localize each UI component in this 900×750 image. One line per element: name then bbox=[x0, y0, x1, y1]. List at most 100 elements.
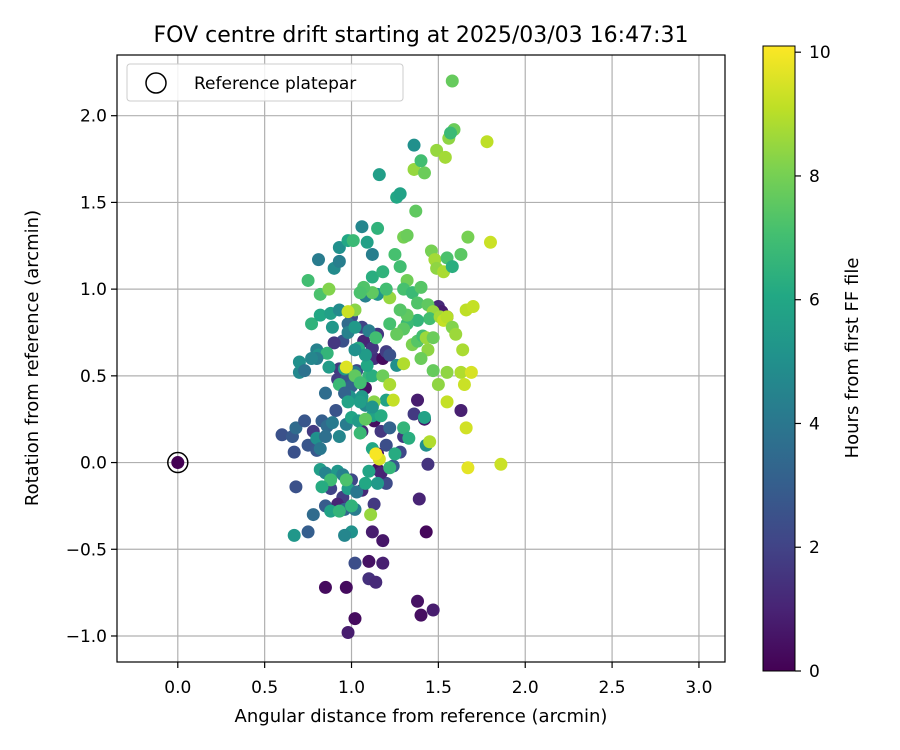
colorbar: 0 2 4 6 8 10 Hours from first FF file bbox=[762, 43, 863, 682]
colorbar-tick-label: 10 bbox=[809, 43, 831, 63]
y-tick-label: 1.5 bbox=[80, 193, 107, 213]
data-point bbox=[325, 320, 339, 334]
data-point bbox=[298, 414, 312, 428]
data-point bbox=[318, 580, 332, 594]
data-point bbox=[417, 166, 431, 180]
data-point bbox=[374, 409, 388, 423]
data-point bbox=[322, 360, 336, 374]
data-point bbox=[287, 445, 301, 459]
colorbar-label: Hours from first FF file bbox=[842, 258, 863, 459]
data-point bbox=[298, 364, 312, 378]
data-point bbox=[365, 525, 379, 539]
data-point bbox=[430, 143, 444, 157]
x-tick-label: 1.0 bbox=[338, 678, 365, 698]
data-point bbox=[339, 473, 353, 487]
chart-title: FOV centre drift starting at 2025/03/03 … bbox=[154, 23, 689, 48]
data-point bbox=[386, 393, 400, 407]
data-point bbox=[358, 348, 372, 362]
data-point bbox=[348, 320, 362, 334]
colorbar-tick-label: 6 bbox=[809, 291, 820, 311]
data-point bbox=[400, 228, 414, 242]
data-point bbox=[306, 508, 320, 522]
data-point bbox=[341, 626, 355, 640]
data-point bbox=[348, 556, 362, 570]
data-point bbox=[414, 608, 428, 622]
data-point bbox=[339, 360, 353, 374]
y-tick-label: −1.0 bbox=[66, 627, 107, 647]
data-point bbox=[426, 331, 440, 345]
data-point bbox=[393, 303, 407, 317]
data-point bbox=[480, 135, 494, 149]
legend-box bbox=[126, 63, 404, 102]
colorbar-tick-label: 0 bbox=[809, 662, 820, 682]
x-axis-ticks: 0.0 0.5 1.0 1.5 2.0 2.5 3.0 bbox=[164, 662, 712, 698]
data-point bbox=[466, 299, 480, 313]
data-point bbox=[407, 407, 421, 421]
data-point bbox=[411, 296, 425, 310]
data-point bbox=[454, 247, 468, 261]
data-point bbox=[379, 438, 393, 452]
data-point bbox=[431, 378, 445, 392]
data-point bbox=[305, 317, 319, 331]
data-point bbox=[371, 476, 385, 490]
data-point bbox=[339, 580, 353, 594]
data-point bbox=[423, 312, 437, 326]
data-point bbox=[440, 310, 454, 324]
y-axis-label: Rotation from reference (arcmin) bbox=[22, 210, 43, 506]
data-point bbox=[421, 457, 435, 471]
data-point bbox=[348, 612, 362, 626]
data-point bbox=[350, 485, 364, 499]
colorbar-gradient bbox=[762, 45, 796, 672]
data-point bbox=[348, 343, 362, 357]
data-point bbox=[390, 327, 404, 341]
data-point bbox=[393, 187, 407, 201]
data-point bbox=[318, 430, 332, 444]
data-point bbox=[411, 393, 425, 407]
data-point bbox=[417, 410, 431, 424]
data-point bbox=[327, 336, 341, 350]
data-point bbox=[438, 150, 452, 164]
data-point bbox=[376, 265, 390, 279]
data-point bbox=[324, 473, 338, 487]
plot-frame bbox=[116, 54, 726, 663]
x-tick-label: 0.0 bbox=[164, 678, 191, 698]
data-point bbox=[423, 435, 437, 449]
x-tick-label: 3.0 bbox=[685, 678, 712, 698]
data-point bbox=[315, 480, 329, 494]
data-point bbox=[353, 376, 367, 390]
data-point bbox=[379, 282, 393, 296]
data-point bbox=[332, 504, 346, 518]
x-tick-label: 2.5 bbox=[599, 678, 626, 698]
data-point bbox=[407, 162, 421, 176]
data-point bbox=[440, 395, 454, 409]
y-tick-label: 0.0 bbox=[80, 454, 107, 474]
data-point bbox=[353, 395, 367, 409]
colorbar-ticks: 0 2 4 6 8 10 bbox=[795, 43, 831, 682]
data-point bbox=[360, 358, 374, 372]
data-point bbox=[383, 378, 397, 392]
data-point bbox=[397, 357, 411, 371]
data-point bbox=[414, 352, 428, 365]
data-point bbox=[338, 528, 352, 542]
data-point bbox=[459, 421, 473, 435]
data-point bbox=[313, 308, 327, 322]
data-point bbox=[461, 230, 475, 244]
data-point bbox=[402, 431, 416, 445]
data-point bbox=[383, 461, 397, 475]
data-point bbox=[483, 235, 497, 249]
grid bbox=[117, 55, 725, 662]
y-axis-ticks: −1.0 −0.5 0.0 0.5 1.0 1.5 2.0 bbox=[66, 107, 117, 647]
legend: Reference platepar bbox=[126, 63, 404, 102]
data-point bbox=[376, 369, 390, 383]
data-point bbox=[411, 594, 425, 608]
data-point bbox=[365, 247, 379, 261]
data-point bbox=[383, 348, 397, 362]
data-point bbox=[318, 386, 332, 400]
data-point bbox=[358, 412, 372, 426]
colorbar-tick-label: 2 bbox=[809, 538, 820, 558]
y-tick-label: 2.0 bbox=[80, 107, 107, 127]
data-point bbox=[322, 282, 336, 296]
data-point bbox=[365, 270, 379, 284]
data-point bbox=[376, 534, 390, 548]
reference-ring bbox=[167, 451, 189, 474]
